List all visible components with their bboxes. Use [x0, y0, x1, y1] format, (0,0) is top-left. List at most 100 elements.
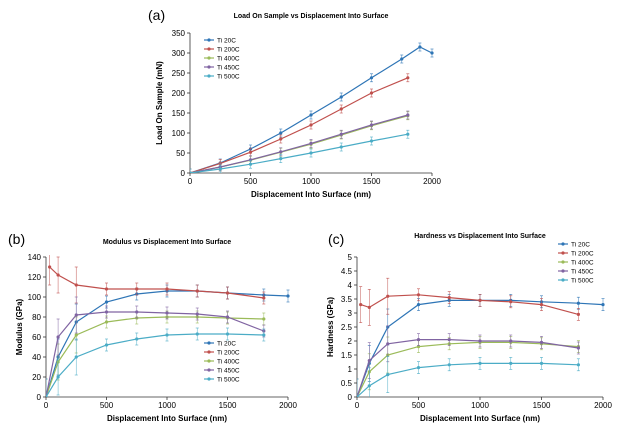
- series-ti-200c: [190, 73, 410, 173]
- legend-marker: [207, 65, 211, 69]
- data-point: [447, 363, 451, 367]
- x-tick-label: 1500: [363, 177, 381, 186]
- data-point: [104, 287, 109, 291]
- legend-marker: [561, 251, 565, 255]
- data-point: [369, 123, 374, 127]
- data-point: [478, 361, 482, 365]
- legend-marker: [207, 56, 211, 60]
- y-tick-label: 120: [28, 273, 42, 282]
- legend-marker: [207, 350, 211, 354]
- y-tick-label: 0: [348, 393, 353, 402]
- data-point: [104, 320, 109, 324]
- chart-title: Hardness vs Displacement Into Surface: [414, 233, 546, 240]
- data-point: [406, 76, 410, 80]
- data-point: [195, 312, 199, 316]
- chart-0: (a) Load On Sample vs Displacement Into S…: [148, 7, 441, 199]
- data-point: [576, 363, 581, 367]
- chart-title: Modulus vs Displacement Into Surface: [103, 239, 231, 246]
- data-point: [509, 339, 513, 343]
- x-tick-label: 0: [355, 401, 360, 410]
- data-point: [416, 293, 421, 297]
- y-axis-label: Modulus (GPa): [15, 298, 24, 355]
- series-line: [190, 46, 433, 173]
- series-ti-500c: [357, 356, 581, 397]
- data-point: [190, 171, 192, 173]
- data-point: [576, 301, 581, 305]
- data-point: [539, 361, 544, 365]
- data-point: [539, 303, 544, 307]
- data-point: [248, 158, 253, 162]
- series-ti-200c: [48, 255, 266, 305]
- data-point: [386, 294, 390, 298]
- plot-area: [190, 42, 434, 173]
- legend-marker: [207, 47, 211, 51]
- legend: Ti 20C Ti 200C Ti 400C Ti 450C Ti 500C: [204, 341, 240, 384]
- series-ti-200c: [359, 277, 581, 326]
- series-line: [357, 299, 604, 397]
- legend: Ti 20C Ti 200C Ti 400C Ti 450C Ti 500C: [204, 38, 240, 81]
- data-point: [359, 303, 363, 307]
- data-point: [309, 151, 313, 155]
- legend-label: Ti 500C: [217, 74, 240, 81]
- data-point: [339, 145, 343, 149]
- x-tick-label: 500: [100, 401, 114, 410]
- legend-marker: [207, 38, 211, 42]
- data-point: [576, 312, 581, 316]
- legend-label: Ti 400C: [217, 359, 240, 366]
- y-tick-label: 100: [28, 293, 42, 302]
- data-point: [104, 310, 109, 314]
- x-tick-label: 2000: [423, 177, 441, 186]
- y-tick-label: 3.5: [341, 295, 353, 304]
- data-point: [447, 296, 451, 300]
- y-tick-label: 2.5: [341, 323, 353, 332]
- data-point: [416, 303, 421, 307]
- y-tick-label: 100: [172, 129, 186, 138]
- data-point: [386, 373, 390, 377]
- data-point: [104, 343, 109, 347]
- y-tick-label: 200: [172, 89, 186, 98]
- data-point: [416, 338, 421, 342]
- series-line: [357, 339, 579, 397]
- legend-label: Ti 450C: [217, 368, 240, 375]
- legend-label: Ti 450C: [571, 269, 594, 276]
- panel-label: (b): [8, 231, 25, 247]
- panel-label: (a): [148, 7, 165, 23]
- y-tick-label: 1.5: [341, 351, 353, 360]
- y-axis-label: Hardness (GPa): [326, 297, 335, 357]
- chart-1: (b) Modulus vs Displacement Into Surface 0…: [8, 231, 297, 423]
- data-point: [195, 289, 199, 293]
- data-point: [279, 150, 283, 154]
- legend-marker: [207, 377, 211, 381]
- y-tick-label: 4.5: [341, 267, 353, 276]
- legend-label: Ti 500C: [217, 377, 240, 384]
- data-point: [279, 137, 283, 141]
- legend-label: Ti 200C: [217, 350, 240, 357]
- legend-label: Ti 20C: [571, 242, 590, 249]
- legend-marker: [561, 260, 565, 264]
- series-line: [190, 114, 408, 173]
- data-point: [165, 311, 169, 315]
- data-point: [309, 123, 313, 127]
- data-point: [367, 359, 371, 363]
- plot-area: [357, 277, 605, 397]
- series-ti-500c: [46, 327, 266, 397]
- data-point: [225, 315, 230, 319]
- data-point: [509, 361, 513, 365]
- data-point: [369, 139, 374, 143]
- y-tick-label: 140: [28, 253, 42, 262]
- x-tick-label: 1500: [219, 401, 237, 410]
- data-point: [218, 167, 222, 171]
- legend-marker: [561, 242, 565, 246]
- data-point: [369, 76, 374, 80]
- y-tick-label: 350: [172, 29, 186, 38]
- y-tick-label: 4: [348, 281, 353, 290]
- data-point: [400, 57, 404, 61]
- legend-label: Ti 200C: [217, 47, 240, 54]
- y-tick-label: 0.5: [341, 379, 353, 388]
- y-axis-label: Load On Sample (mN): [155, 61, 164, 145]
- data-point: [225, 332, 230, 336]
- data-point: [74, 313, 78, 317]
- data-point: [418, 45, 422, 49]
- data-point: [262, 317, 266, 321]
- data-point: [262, 333, 266, 337]
